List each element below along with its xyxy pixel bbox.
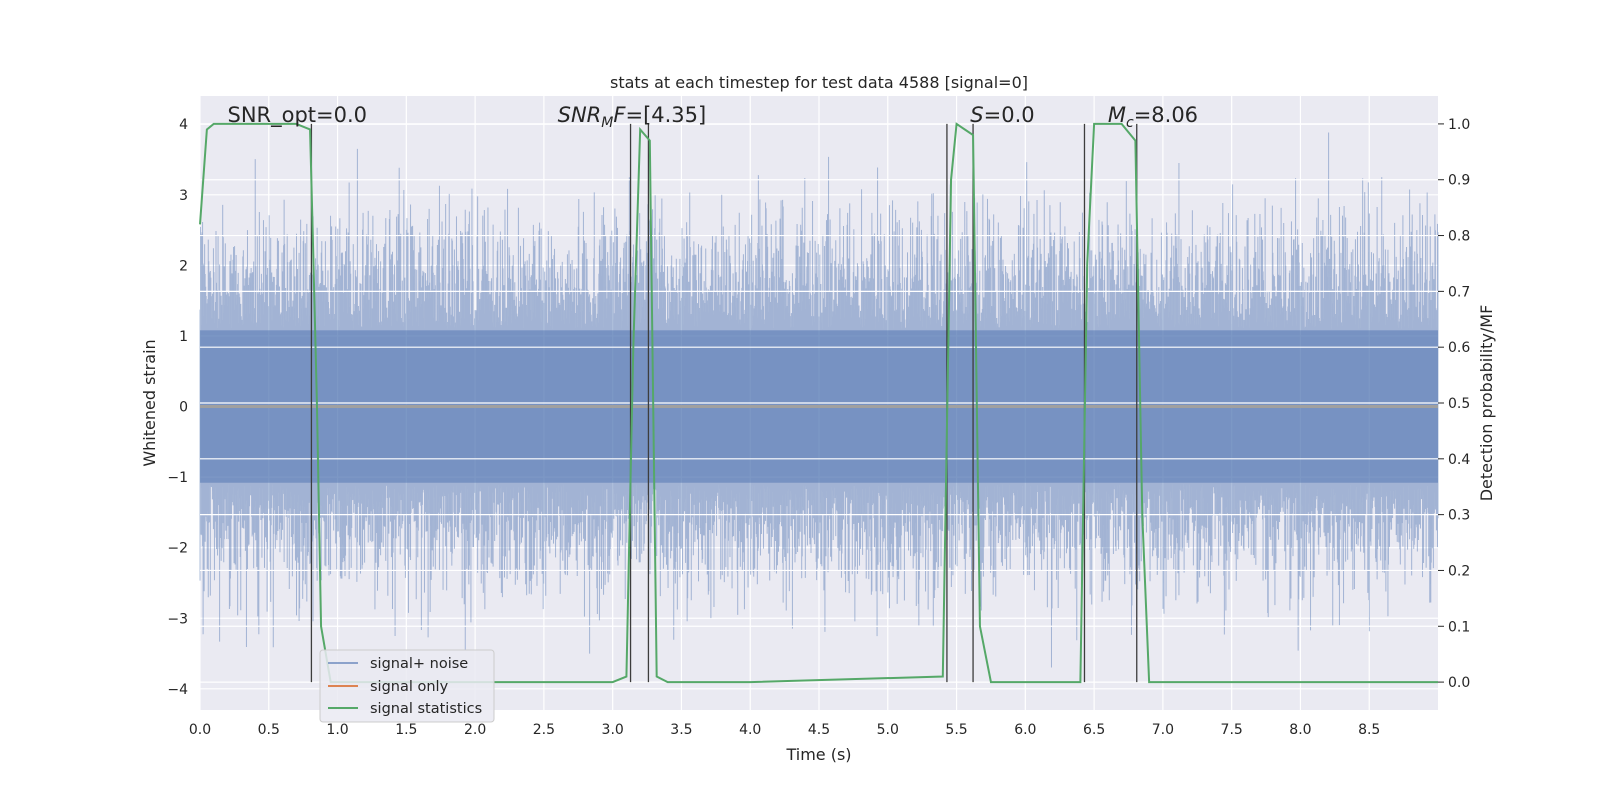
y-right-axis-label: Detection probability/MF	[1477, 305, 1496, 502]
y-right-tick-label: 1.0	[1448, 117, 1470, 133]
y-tick-label: −1	[167, 470, 188, 486]
y-tick-label: 3	[179, 188, 188, 204]
x-tick-label: 1.0	[326, 722, 348, 738]
x-tick-label: 7.5	[1221, 722, 1243, 738]
grid-right	[200, 123, 1438, 683]
x-tick-label: 6.0	[1014, 722, 1036, 738]
x-tick-label: 3.5	[670, 722, 692, 738]
y-right-tick-label: 0.3	[1448, 508, 1470, 524]
annotation-part: S	[970, 103, 983, 127]
legend-entry-signal-statistics: signal statistics	[370, 701, 482, 717]
legend-box	[319, 649, 495, 723]
y-axis-ticks: 4 3 2 1 0 −1 −2 −3 −4	[167, 117, 188, 698]
x-axis-ticks: 0.0 0.5 1.0 1.5 2.0 2.5 3.0 3.5 4.0 4.5 5.0 5.5 6.0 6…	[189, 722, 1380, 738]
annotation-part: M	[601, 115, 613, 131]
annotation-snr-mf: SNRMF=[4.35]	[558, 103, 707, 131]
x-tick-label: 3.0	[602, 722, 624, 738]
x-axis-label: Time (s)	[785, 745, 851, 764]
annotation-part: SNR	[558, 103, 602, 127]
y-right-tick-label: 0.2	[1448, 563, 1470, 579]
annotation-mc: Mc=8.06	[1108, 103, 1198, 131]
y-tick-label: 2	[179, 258, 188, 274]
x-tick-label: 1.5	[395, 722, 417, 738]
legend: signal+ noise signal only signal statist…	[319, 649, 495, 723]
x-tick-label: 2.0	[464, 722, 486, 738]
y-right-tick-label: 0.1	[1448, 619, 1470, 635]
x-tick-label: 4.5	[808, 722, 830, 738]
x-tick-label: 2.5	[533, 722, 555, 738]
annotation-snr-opt: SNR_opt=0.0	[228, 103, 368, 128]
x-tick-label: 7.0	[1152, 722, 1174, 738]
annotation-part: =0.0	[984, 103, 1035, 127]
y-right-axis-ticks: 1.0 0.9 0.8 0.7 0.6 0.5 0.4 0.3 0.2 0.1 0.0	[1438, 117, 1470, 691]
annotation-part: =8.06	[1134, 103, 1198, 127]
x-tick-label: 5.0	[877, 722, 899, 738]
y-right-tick-label: 0.8	[1448, 229, 1470, 245]
x-tick-label: 4.0	[739, 722, 761, 738]
x-tick-label: 8.5	[1358, 722, 1380, 738]
annotation-part: F=[4.35]	[613, 103, 706, 127]
y-tick-label: 0	[179, 400, 188, 416]
legend-entry-signal-only: signal only	[370, 679, 449, 695]
annotations: SNR_opt=0.0 SNRMF=[4.35] S=0.0 Mc=8.06	[228, 103, 1199, 131]
annotation-s: S=0.0	[970, 103, 1034, 127]
x-tick-label: 8.0	[1289, 722, 1311, 738]
y-right-tick-label: 0.9	[1448, 173, 1470, 189]
annotation-part: c	[1126, 115, 1134, 131]
x-tick-label: 6.5	[1083, 722, 1105, 738]
y-right-tick-label: 0.6	[1448, 340, 1470, 356]
y-tick-label: −4	[167, 682, 188, 698]
y-right-tick-label: 0.7	[1448, 284, 1470, 300]
annotation-part: F	[613, 103, 626, 127]
y-right-tick-label: 0.5	[1448, 396, 1470, 412]
y-tick-label: 4	[179, 117, 188, 133]
y-tick-label: −3	[167, 611, 188, 627]
annotation-part: =[4.35]	[625, 103, 706, 127]
x-tick-label: 5.5	[945, 722, 967, 738]
y-right-tick-label: 0.0	[1448, 675, 1470, 691]
y-tick-label: 1	[179, 329, 188, 345]
chart-title: stats at each timestep for test data 458…	[610, 73, 1028, 92]
annotation-part: M	[1108, 103, 1126, 127]
x-tick-label: 0.0	[189, 722, 211, 738]
signal-statistics-line	[199, 122, 1438, 684]
y-right-tick-label: 0.4	[1448, 452, 1470, 468]
legend-entry-signal-noise: signal+ noise	[370, 656, 468, 672]
x-tick-label: 0.5	[258, 722, 280, 738]
y-tick-label: −2	[167, 541, 188, 557]
series-signal-statistics	[199, 122, 1438, 684]
y-axis-label: Whitened strain	[140, 339, 159, 466]
